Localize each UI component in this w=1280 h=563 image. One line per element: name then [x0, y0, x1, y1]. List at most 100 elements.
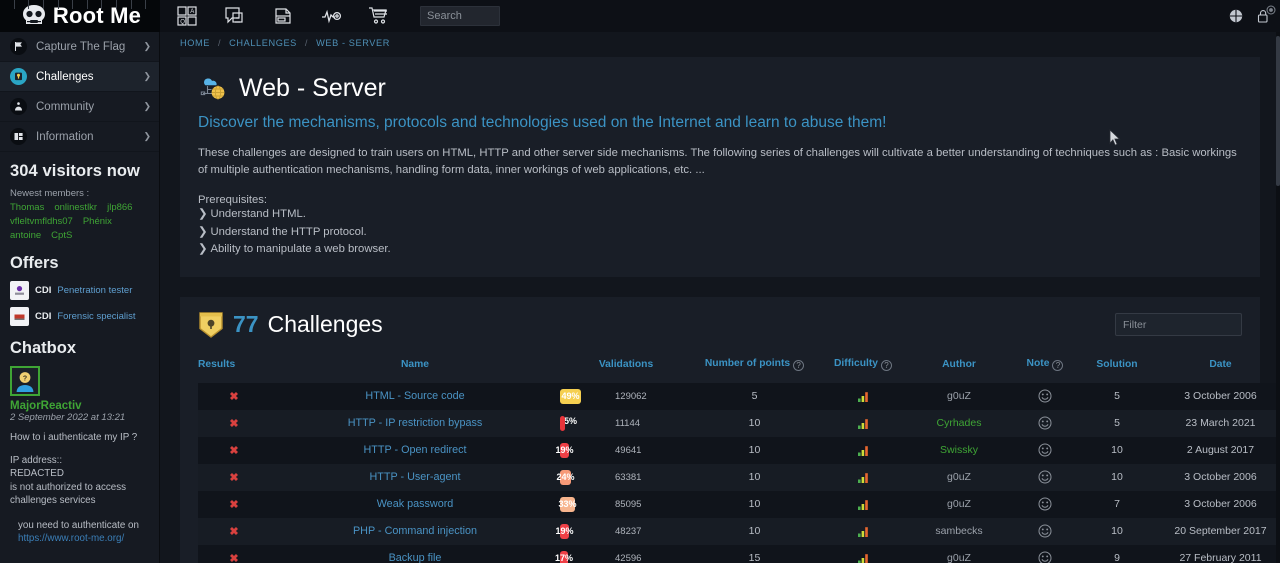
sidebar-item-challenges[interactable]: Challenges ❯ — [0, 62, 159, 92]
challenges-table: Results Name Validations Number of point… — [198, 352, 1280, 563]
scrollbar-track[interactable] — [1276, 32, 1280, 563]
cell-result: ✖ — [198, 464, 270, 491]
author-link[interactable]: sambecks — [935, 525, 983, 537]
member-link[interactable]: vfleltvmfldhs07 — [10, 216, 73, 227]
table-row[interactable]: ✖ Weak password 33% 85095 10 g0uZ 7 3 October 2… — [198, 490, 1280, 518]
cell-result: ✖ — [198, 491, 270, 518]
svg-text:A: A — [190, 9, 194, 15]
table-row[interactable]: ✖ HTML - Source code 49% 129062 5 g0uZ 5 3 Octo… — [198, 382, 1280, 410]
brand-logo[interactable]: Root Me — [0, 0, 160, 32]
col-difficulty[interactable]: Difficulty? — [817, 352, 909, 383]
table-body: ✖ HTML - Source code 49% 129062 5 g0uZ 5 3 Octo… — [198, 382, 1280, 563]
author-link[interactable]: g0uZ — [947, 471, 971, 483]
help-icon[interactable]: ? — [1052, 359, 1064, 371]
table-row[interactable]: ✖ HTTP - Open redirect 19% 49641 10 Swissky 10… — [198, 436, 1280, 464]
information-icon — [10, 128, 27, 145]
cell-validations: 24% 63381 — [557, 464, 692, 491]
challenges-count: 77 — [233, 311, 259, 337]
cell-author: sambecks — [909, 518, 1009, 545]
author-link[interactable]: g0uZ — [947, 552, 971, 563]
table-row[interactable]: ✖ Backup file 17% 42596 15 g0uZ 9 27 February 2… — [198, 544, 1280, 563]
table-row[interactable]: ✖ HTTP - User-agent 24% 63381 10 g0uZ 10 3 Octo… — [198, 463, 1280, 491]
ctf-icon[interactable] — [222, 3, 248, 29]
col-results[interactable]: Results — [198, 352, 270, 383]
cell-author: g0uZ — [909, 545, 1009, 563]
breadcrumb-current[interactable]: WEB - SERVER — [316, 37, 390, 48]
sidebar-item-capture-the-flag[interactable]: Capture The Flag ❯ — [0, 32, 159, 62]
challenge-link[interactable]: Backup file — [388, 552, 442, 563]
cell-solution: 10 — [1111, 444, 1123, 456]
prerequisite-text: Ability to manipulate a web browser. — [210, 243, 391, 255]
breadcrumb-challenges[interactable]: CHALLENGES — [229, 37, 297, 48]
table-row[interactable]: ✖ PHP - Command injection 19% 48237 10 sambec… — [198, 517, 1280, 545]
cell-author: g0uZ — [909, 464, 1009, 491]
stats-icon[interactable] — [318, 3, 344, 29]
note-smiley-icon[interactable] — [1038, 389, 1052, 403]
note-smiley-icon[interactable] — [1038, 443, 1052, 457]
member-link[interactable]: jlp866 — [107, 202, 133, 213]
offer-penetration-tester[interactable]: CDI Penetration tester — [10, 281, 149, 300]
challenge-link[interactable]: HTML - Source code — [365, 390, 465, 402]
cart-icon[interactable] — [366, 3, 392, 29]
breadcrumb-separator: / — [217, 37, 222, 48]
member-link[interactable]: CptS — [51, 230, 73, 241]
challenge-link[interactable]: PHP - Command injection — [352, 525, 478, 537]
breadcrumb-separator: / — [304, 37, 309, 48]
cloud-globe-icon — [200, 78, 225, 100]
note-smiley-icon[interactable] — [1038, 470, 1052, 484]
cell-note — [1009, 464, 1081, 491]
challenge-link[interactable]: HTTP - Open redirect — [363, 444, 467, 456]
language-globe-icon[interactable] — [1228, 8, 1244, 24]
challenge-link[interactable]: HTTP - IP restriction bypass — [347, 417, 483, 429]
premium-icon[interactable] — [270, 3, 296, 29]
table-row[interactable]: ✖ HTTP - IP restriction bypass 5% 11144 10 Cy… — [198, 409, 1280, 437]
login-lock-icon[interactable] — [1254, 8, 1270, 24]
chat-username[interactable]: MajorReactiv — [10, 400, 82, 412]
validation-count: 48237 — [615, 525, 642, 537]
member-link[interactable]: antoine — [10, 230, 42, 241]
note-smiley-icon[interactable] — [1038, 497, 1052, 511]
cell-solution: 10 — [1111, 525, 1123, 537]
logo-strings-decoration — [0, 0, 160, 10]
community-icon — [10, 98, 27, 115]
validation-count: 42596 — [615, 552, 642, 563]
cell-validations: 33% 85095 — [559, 491, 692, 518]
offer-forensic-specialist[interactable]: CDI Forensic specialist — [10, 307, 149, 326]
note-smiley-icon[interactable] — [1038, 551, 1052, 563]
scrollbar-thumb[interactable] — [1276, 36, 1280, 186]
note-smiley-icon[interactable] — [1038, 524, 1052, 538]
member-link[interactable]: Phénix — [82, 216, 112, 227]
author-link[interactable]: Swissky — [940, 444, 978, 456]
help-icon[interactable]: ? — [881, 359, 893, 371]
col-points[interactable]: Number of points? — [692, 352, 817, 383]
sidebar-item-community[interactable]: Community ❯ — [0, 92, 159, 122]
qa-challenges-icon[interactable]: A Q — [174, 3, 200, 29]
member-link[interactable]: Thomas — [10, 202, 45, 213]
breadcrumb: HOME / CHALLENGES / WEB - SERVER — [160, 32, 1280, 53]
cell-result: ✖ — [198, 383, 270, 410]
cell-author: Swissky — [909, 437, 1009, 464]
filter-input[interactable] — [1115, 313, 1242, 336]
author-link[interactable]: g0uZ — [947, 390, 971, 402]
sidebar-item-information[interactable]: Information ❯ — [0, 122, 159, 152]
author-link[interactable]: g0uZ — [947, 498, 971, 510]
breadcrumb-home[interactable]: HOME — [180, 37, 210, 48]
col-validations[interactable]: Validations — [560, 352, 692, 383]
offers-title: Offers — [10, 254, 59, 272]
challenge-link[interactable]: Weak password — [376, 498, 454, 510]
col-solution[interactable]: Solution — [1081, 352, 1153, 383]
notification-dot-icon[interactable] — [1266, 2, 1276, 20]
col-note[interactable]: Note? — [1009, 352, 1081, 383]
col-date[interactable]: Date — [1153, 352, 1280, 383]
chat-link[interactable]: https://www.root-me.org/ — [18, 533, 125, 544]
search-input[interactable] — [420, 6, 500, 26]
col-author[interactable]: Author — [909, 352, 1009, 383]
member-link[interactable]: onlinestlkr — [54, 202, 98, 213]
avatar[interactable]: ? — [10, 366, 40, 396]
note-smiley-icon[interactable] — [1038, 416, 1052, 430]
chatbox-title: Chatbox — [10, 339, 76, 357]
challenge-link[interactable]: HTTP - User-agent — [369, 471, 461, 483]
help-icon[interactable]: ? — [793, 359, 805, 371]
author-link[interactable]: Cyrhades — [936, 417, 982, 429]
col-name[interactable]: Name — [270, 352, 560, 383]
